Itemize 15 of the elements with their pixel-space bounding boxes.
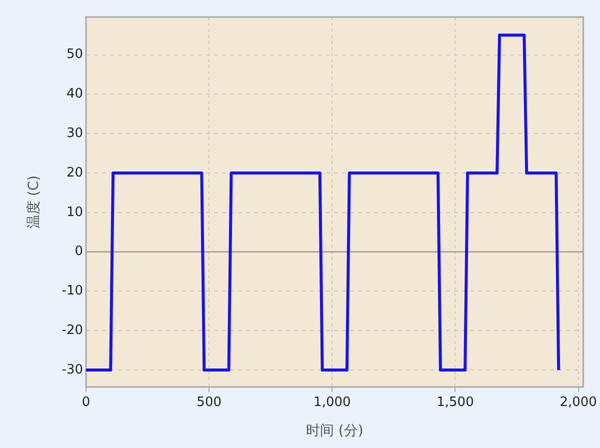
y-tick-label: 0 xyxy=(74,244,83,260)
x-tick-label: 1,500 xyxy=(436,395,474,410)
y-tick-label: 50 xyxy=(66,47,83,62)
x-tick-label: 1,000 xyxy=(314,395,351,410)
y-tick-label: -30 xyxy=(62,362,83,378)
y-tick-label: -20 xyxy=(62,323,83,338)
y-tick-label: 20 xyxy=(66,165,83,180)
y-tick-label: 30 xyxy=(66,126,83,142)
x-tick-label: 500 xyxy=(196,395,222,410)
y-tick-label: 10 xyxy=(66,204,83,220)
x-tick-label: 2,000 xyxy=(560,395,597,410)
y-tick-label: -10 xyxy=(62,284,83,299)
x-axis-title: 时间 (分) xyxy=(306,423,364,440)
y-tick-label: 40 xyxy=(66,86,83,102)
y-axis-title: 温度 (C) xyxy=(26,175,42,229)
